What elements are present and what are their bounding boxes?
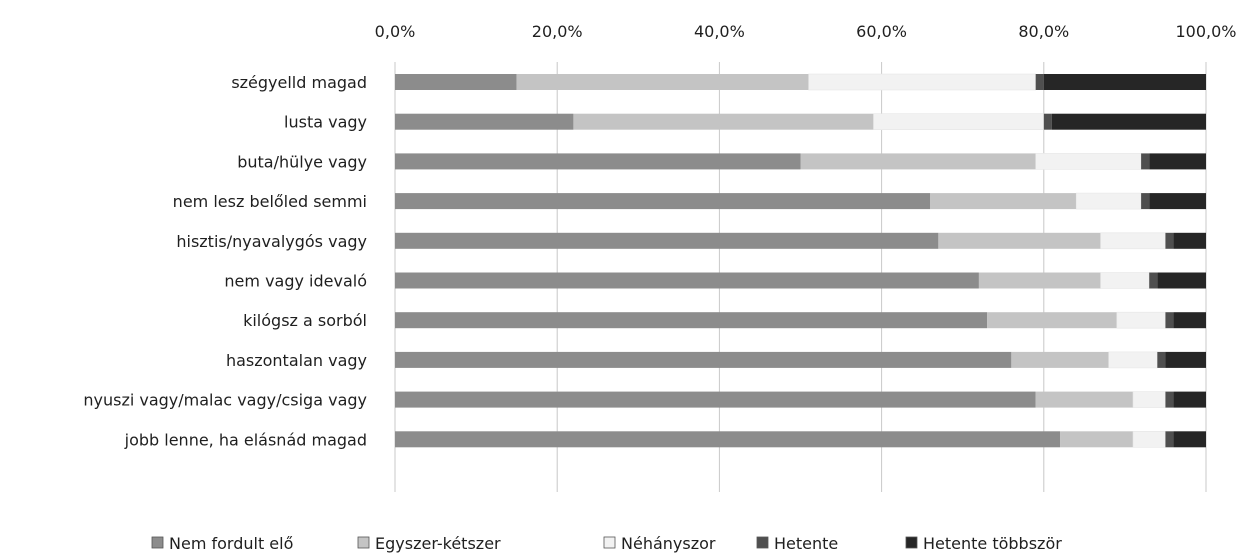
bar-segment <box>1043 74 1206 90</box>
bar-segment <box>1035 153 1142 170</box>
category-labels: szégyelld magad lusta vagy buta/hülye vagy… <box>83 73 367 449</box>
bar-segment <box>1132 391 1166 408</box>
bar-segment <box>930 193 1077 210</box>
bar-segment <box>1173 312 1206 329</box>
bar-segment <box>1173 232 1206 249</box>
bar-segment <box>1075 192 1142 210</box>
legend-swatch <box>357 536 370 549</box>
bar-segment <box>1157 351 1166 368</box>
bar-segment <box>1100 232 1166 250</box>
bar-segment <box>395 351 1012 368</box>
bar-segment <box>800 153 1036 170</box>
bar-segment <box>395 391 1036 408</box>
bar-segment <box>1011 351 1109 368</box>
bar-segment <box>1060 431 1134 448</box>
category-label: hisztis/nyavalygós vagy <box>176 232 367 251</box>
legend-label: Hetente többször <box>923 534 1062 553</box>
bar-segment <box>573 113 874 130</box>
x-tick-label: 60,0% <box>856 22 907 41</box>
bar-layer <box>395 73 1206 448</box>
bar-segment <box>987 312 1117 329</box>
bar-segment <box>1149 193 1206 210</box>
bar-segment <box>1165 312 1174 329</box>
bar-segment <box>516 74 809 90</box>
bar-segment <box>395 272 979 289</box>
category-label: nem vagy idevaló <box>224 272 367 291</box>
category-label: szégyelld magad <box>231 73 367 92</box>
category-label: lusta vagy <box>284 113 367 132</box>
bar-segment <box>1165 232 1174 249</box>
category-label: jobb lenne, ha elásnád magad <box>124 430 367 449</box>
bar-segment <box>1173 391 1206 408</box>
bar-segment <box>1108 351 1158 369</box>
bar-segment <box>1100 272 1150 289</box>
x-tick-label: 80,0% <box>1018 22 1069 41</box>
bar-segment <box>978 272 1101 289</box>
bar-segment <box>1149 272 1158 289</box>
bar-segment <box>1173 431 1206 448</box>
legend-swatch <box>905 536 918 549</box>
legend-label: Nem fordult elő <box>169 534 293 553</box>
bar-segment <box>395 113 574 130</box>
bar-segment <box>1149 153 1206 170</box>
bar-segment <box>1157 272 1206 289</box>
bar-segment <box>1132 430 1166 448</box>
category-label: nyuszi vagy/malac vagy/csiga vagy <box>83 391 367 410</box>
x-tick-label: 100,0% <box>1175 22 1236 41</box>
bar-segment <box>1043 113 1052 130</box>
bar-segment <box>1165 431 1174 448</box>
bar-segment <box>1165 391 1174 408</box>
legend-label: Egyszer-kétszer <box>375 534 501 553</box>
legend-label: Hetente <box>774 534 838 553</box>
category-label: nem lesz belőled semmi <box>173 192 367 211</box>
bar-segment <box>395 232 939 249</box>
bar-segment <box>395 431 1061 448</box>
legend-swatch <box>756 536 769 549</box>
legend-swatch <box>151 536 164 549</box>
x-tick-label: 20,0% <box>532 22 583 41</box>
legend-swatch <box>603 536 616 549</box>
bar-segment <box>395 74 517 90</box>
legend: Nem fordult elő Egyszer-kétszer Néhányszor… <box>151 534 1062 553</box>
bar-segment <box>395 312 988 329</box>
bar-segment <box>1141 153 1150 170</box>
bar-segment <box>395 153 801 170</box>
bar-segment <box>1051 113 1206 130</box>
bar-segment <box>1035 391 1134 408</box>
bar-segment <box>1165 351 1206 368</box>
legend-label: Néhányszor <box>621 534 716 553</box>
bar-segment <box>1035 74 1044 90</box>
bar-segment <box>395 193 931 210</box>
x-tick-label: 0,0% <box>375 22 416 41</box>
category-label: kilógsz a sorból <box>243 311 367 330</box>
bar-segment <box>873 113 1045 130</box>
bar-segment <box>938 232 1101 249</box>
x-tick-label: 40,0% <box>694 22 745 41</box>
bar-segment <box>1141 193 1150 210</box>
category-label: buta/hülye vagy <box>237 152 367 171</box>
bar-segment <box>808 73 1036 91</box>
category-label: haszontalan vagy <box>226 351 367 370</box>
bar-segment <box>1116 311 1166 329</box>
x-axis-ticks: 0,0% 20,0% 40,0% 60,0% 80,0% 100,0% <box>375 22 1237 41</box>
